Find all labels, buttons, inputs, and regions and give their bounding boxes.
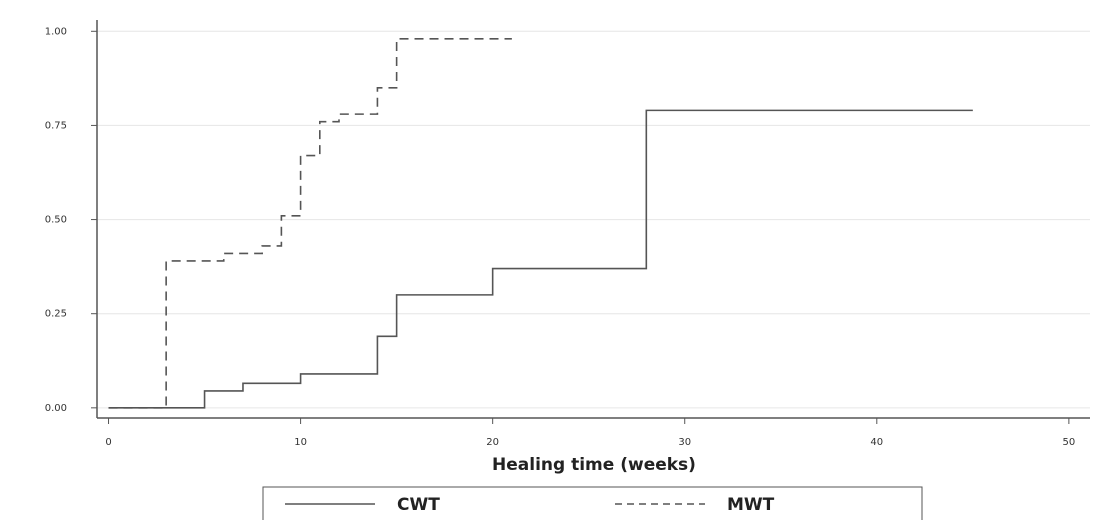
x-tick-label: 10 — [294, 437, 307, 448]
y-tick-label: 0.00 — [45, 403, 67, 414]
step-line — [108, 38, 512, 409]
x-axis-label: Healing time (weeks) — [492, 455, 696, 475]
x-tick-label: 20 — [486, 437, 499, 448]
y-tick-label: 1.00 — [45, 26, 67, 37]
step-line — [108, 109, 973, 409]
x-tick-label: 50 — [1063, 437, 1076, 448]
x-tick-label: 40 — [870, 437, 883, 448]
y-tick-label: 0.25 — [45, 309, 67, 320]
legend-label: CWT — [397, 495, 440, 515]
legend-label: MWT — [727, 495, 775, 515]
x-tick-label: 30 — [678, 437, 691, 448]
legend-box — [262, 486, 923, 520]
y-tick-label: 0.75 — [45, 120, 67, 131]
y-tick-label: 0.50 — [45, 215, 67, 226]
x-tick-label: 0 — [105, 437, 111, 448]
